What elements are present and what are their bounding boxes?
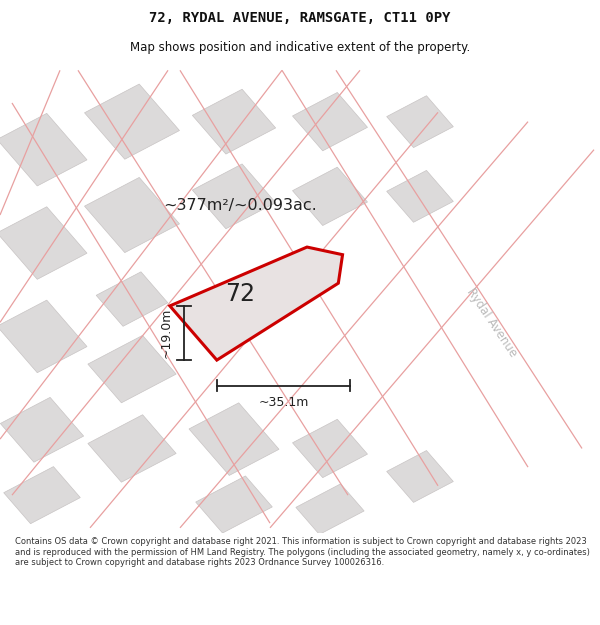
Text: 72: 72 bbox=[225, 282, 255, 306]
Polygon shape bbox=[293, 92, 367, 151]
Polygon shape bbox=[170, 247, 343, 360]
Polygon shape bbox=[386, 96, 454, 148]
Polygon shape bbox=[193, 89, 275, 154]
Polygon shape bbox=[193, 164, 275, 229]
Polygon shape bbox=[96, 272, 168, 326]
Polygon shape bbox=[386, 451, 454, 503]
Polygon shape bbox=[296, 484, 364, 534]
Polygon shape bbox=[196, 476, 272, 533]
Polygon shape bbox=[293, 167, 367, 226]
Text: 72, RYDAL AVENUE, RAMSGATE, CT11 0PY: 72, RYDAL AVENUE, RAMSGATE, CT11 0PY bbox=[149, 11, 451, 26]
Polygon shape bbox=[189, 403, 279, 476]
Text: ~19.0m: ~19.0m bbox=[160, 308, 173, 358]
Polygon shape bbox=[293, 419, 367, 478]
Text: Map shows position and indicative extent of the property.: Map shows position and indicative extent… bbox=[130, 41, 470, 54]
Polygon shape bbox=[0, 113, 87, 186]
Polygon shape bbox=[0, 300, 87, 372]
Polygon shape bbox=[386, 171, 454, 222]
Polygon shape bbox=[88, 336, 176, 402]
Text: Contains OS data © Crown copyright and database right 2021. This information is : Contains OS data © Crown copyright and d… bbox=[15, 537, 590, 567]
Polygon shape bbox=[4, 467, 80, 524]
Polygon shape bbox=[0, 207, 87, 279]
Text: Rydal Avenue: Rydal Avenue bbox=[464, 286, 520, 359]
Polygon shape bbox=[88, 415, 176, 482]
Polygon shape bbox=[85, 84, 179, 159]
Polygon shape bbox=[1, 398, 83, 462]
Text: ~377m²/~0.093ac.: ~377m²/~0.093ac. bbox=[163, 198, 317, 213]
Polygon shape bbox=[85, 177, 179, 252]
Text: ~35.1m: ~35.1m bbox=[259, 396, 309, 409]
